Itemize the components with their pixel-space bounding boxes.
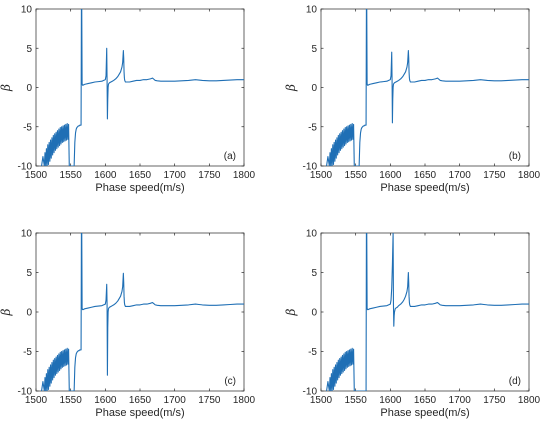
y-tick-label: 10 bbox=[306, 5, 318, 16]
x-tick-label: 1500 bbox=[25, 170, 48, 181]
x-tick-label: 1700 bbox=[164, 395, 187, 406]
axes-frame bbox=[320, 232, 530, 392]
axes-frame bbox=[320, 8, 530, 167]
y-tick-label: 5 bbox=[311, 268, 317, 279]
x-tick-label: 1600 bbox=[379, 170, 402, 181]
x-tick-label: 1750 bbox=[483, 170, 506, 181]
panel-label: (b) bbox=[509, 151, 521, 162]
y-tick-label: 10 bbox=[21, 229, 33, 240]
x-tick-label: 1750 bbox=[198, 170, 221, 181]
x-axis-label: Phase speed(m/s) bbox=[95, 407, 184, 419]
x-axis-label: Phase speed(m/s) bbox=[380, 182, 469, 194]
x-tick-label: 1700 bbox=[449, 170, 472, 181]
x-tick-label: 1650 bbox=[414, 170, 437, 181]
panel-label: (d) bbox=[509, 376, 521, 387]
x-tick-label: 1600 bbox=[379, 395, 402, 406]
y-tick-label: 0 bbox=[26, 83, 32, 94]
y-tick-label: 5 bbox=[311, 44, 317, 55]
panel-label: (c) bbox=[224, 376, 236, 387]
series-line bbox=[326, 233, 529, 391]
x-tick-label: 1600 bbox=[94, 395, 117, 406]
y-tick-label: -10 bbox=[303, 162, 318, 173]
x-tick-label: 1550 bbox=[60, 395, 83, 406]
y-tick-label: 10 bbox=[306, 229, 318, 240]
x-tick-label: 1600 bbox=[94, 170, 117, 181]
series-line bbox=[326, 9, 529, 166]
panel-label: (a) bbox=[224, 151, 236, 162]
x-tick-label: 1550 bbox=[60, 170, 83, 181]
x-tick-label: 1800 bbox=[233, 170, 256, 181]
x-tick-label: 1650 bbox=[129, 170, 152, 181]
y-tick-label: -10 bbox=[18, 387, 33, 398]
y-tick-label: -5 bbox=[308, 122, 317, 133]
y-tick-label: -5 bbox=[23, 122, 32, 133]
y-axis-label: β bbox=[0, 84, 13, 92]
x-tick-label: 1800 bbox=[518, 395, 541, 406]
chart-panel: 1500 1550 1600 1650 1700 1750 1800 -10 -5 0 5 10 Pha… bbox=[284, 229, 541, 420]
x-tick-label: 1550 bbox=[345, 170, 368, 181]
axes-frame bbox=[35, 8, 245, 167]
x-tick-label: 1500 bbox=[310, 170, 333, 181]
chart-panel: 1500 1550 1600 1650 1700 1750 1800 -10 -5 0 5 10 Pha… bbox=[0, 229, 256, 420]
x-tick-label: 1500 bbox=[25, 395, 48, 406]
x-tick-label: 1750 bbox=[483, 395, 506, 406]
x-tick-label: 1550 bbox=[345, 395, 368, 406]
y-tick-label: -10 bbox=[303, 387, 318, 398]
y-tick-label: 0 bbox=[311, 83, 317, 94]
y-axis-label: β bbox=[0, 308, 13, 316]
series-line bbox=[41, 233, 244, 391]
x-tick-label: 1700 bbox=[164, 170, 187, 181]
x-axis-label: Phase speed(m/s) bbox=[95, 182, 184, 194]
y-axis-label: β bbox=[284, 308, 298, 316]
x-tick-label: 1750 bbox=[198, 395, 221, 406]
x-tick-label: 1650 bbox=[129, 395, 152, 406]
y-tick-label: 10 bbox=[21, 5, 33, 16]
x-tick-label: 1650 bbox=[414, 395, 437, 406]
y-tick-label: 0 bbox=[311, 308, 317, 319]
y-tick-label: 0 bbox=[26, 308, 32, 319]
x-tick-label: 1800 bbox=[233, 395, 256, 406]
y-tick-label: 5 bbox=[26, 268, 32, 279]
x-tick-label: 1800 bbox=[518, 170, 541, 181]
series-line bbox=[41, 9, 244, 166]
x-tick-label: 1500 bbox=[310, 395, 333, 406]
chart-panel: 1500 1550 1600 1650 1700 1750 1800 -10 -5 0 5 10 Pha… bbox=[284, 5, 541, 195]
y-tick-label: 5 bbox=[26, 44, 32, 55]
x-axis-label: Phase speed(m/s) bbox=[380, 407, 469, 419]
axes-frame bbox=[35, 232, 245, 392]
y-tick-label: -5 bbox=[308, 347, 317, 358]
chart-panel: 1500 1550 1600 1650 1700 1750 1800 -10 -5 0 5 10 Pha… bbox=[0, 5, 256, 195]
y-axis-label: β bbox=[284, 84, 298, 92]
y-tick-label: -10 bbox=[18, 162, 33, 173]
x-tick-label: 1700 bbox=[449, 395, 472, 406]
y-tick-label: -5 bbox=[23, 347, 32, 358]
